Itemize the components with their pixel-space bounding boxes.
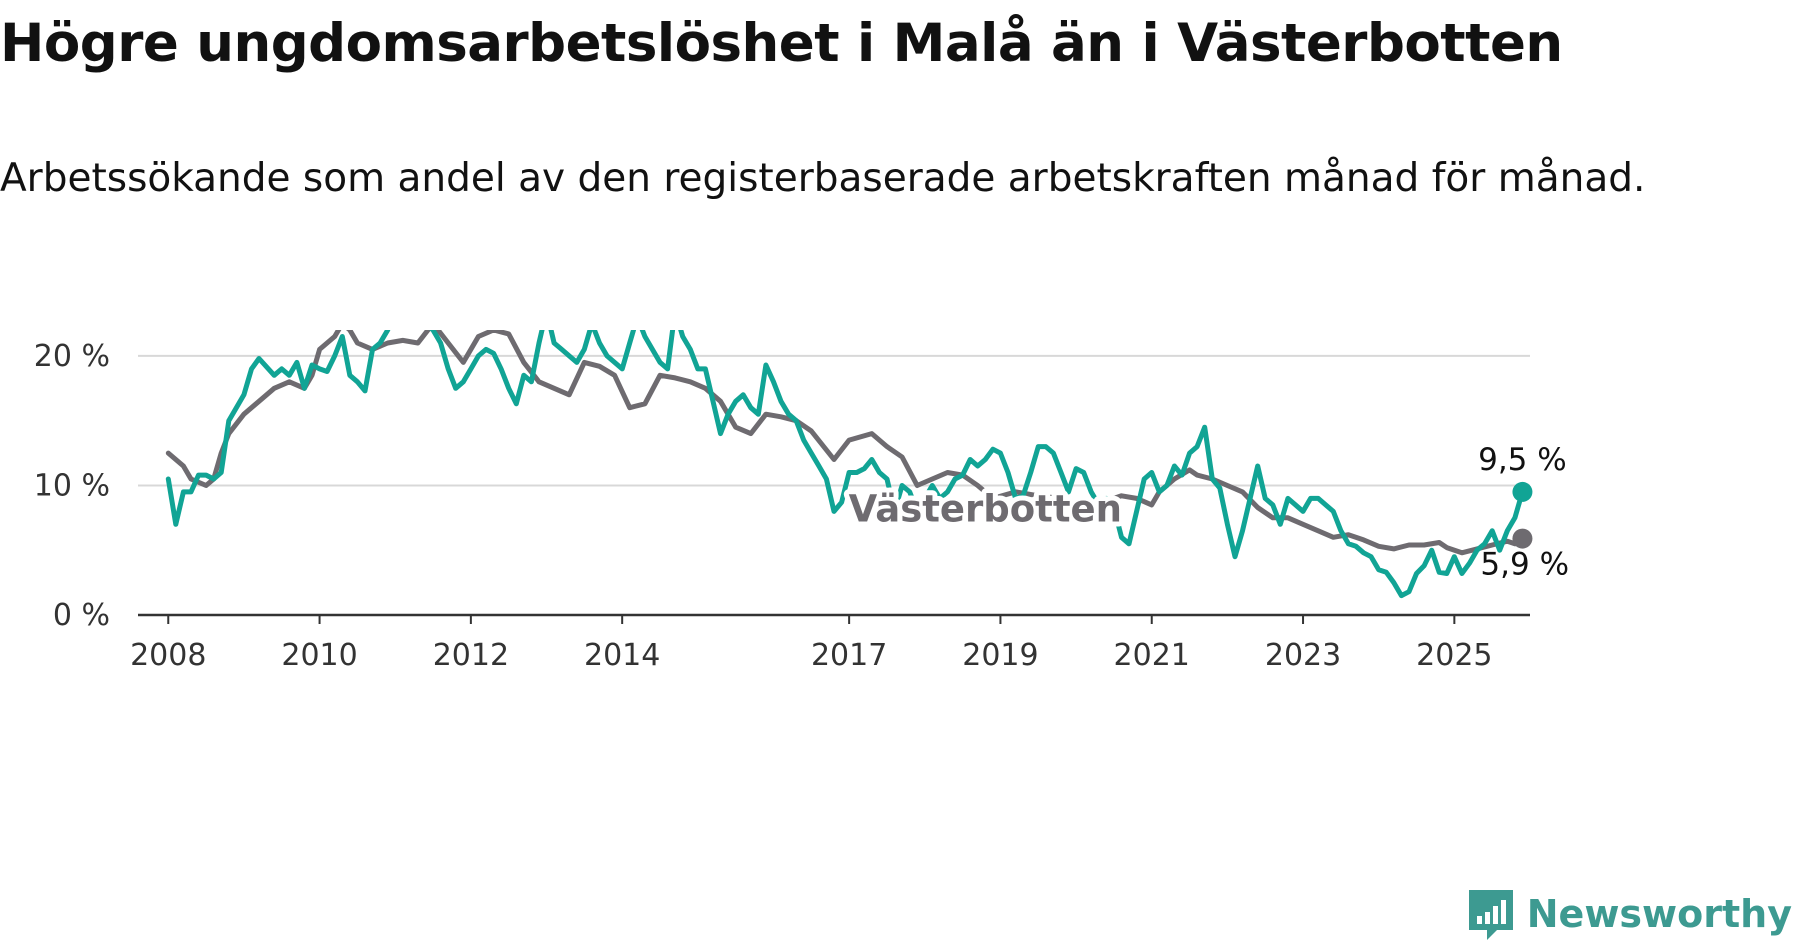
x-tick-label: 2010 (281, 638, 357, 673)
end-value-label-mal-: 9,5 % (1478, 442, 1567, 478)
brand-name: Newsworthy (1526, 892, 1792, 936)
series-end-point-v-sterbotten (1512, 528, 1533, 549)
x-tick-label: 2025 (1416, 638, 1492, 673)
series-labels: 5,9 %9,5 %MalåVästerbotten (844, 442, 1569, 583)
x-tick-label: 2023 (1265, 638, 1341, 673)
page-subtitle: Arbetssökande som andel av den registerb… (0, 156, 1646, 201)
newsworthy-logo-icon (1468, 890, 1513, 940)
y-tick-label: 10 % (34, 468, 110, 503)
y-axis: 0 % 10 % 20 % (34, 339, 110, 633)
x-tick-label: 2008 (130, 638, 206, 673)
x-tick-label: 2014 (584, 638, 660, 673)
newsworthy-logo: Newsworthy (1465, 886, 1792, 942)
x-axis: 2008 2010 2012 2014 2017 2019 2021 2023 2025 (130, 613, 1530, 673)
y-tick-label: 20 % (34, 339, 110, 374)
series-line-v-sterbotten (165, 330, 1525, 556)
line-chart: 0 % 10 % 20 % 2008 2010 2012 2014 2017 2019 2021… (34, 330, 1569, 673)
series-name-label-v-sterbotten: Västerbotten (849, 488, 1122, 531)
end-value-label-v-sterbotten: 5,9 % (1480, 547, 1569, 583)
x-tick-label: 2017 (811, 638, 887, 673)
y-tick-label: 0 % (53, 598, 110, 633)
series-lines (165, 330, 1533, 599)
page-title: Högre ungdomsarbetslöshet i Malå än i Vä… (0, 13, 1563, 74)
series-end-point-mal- (1512, 481, 1533, 502)
x-tick-label: 2019 (962, 638, 1038, 673)
x-tick-label: 2012 (433, 638, 509, 673)
x-tick-label: 2021 (1114, 638, 1190, 673)
gridlines (138, 354, 1530, 487)
series-line-mal- (165, 330, 1525, 599)
